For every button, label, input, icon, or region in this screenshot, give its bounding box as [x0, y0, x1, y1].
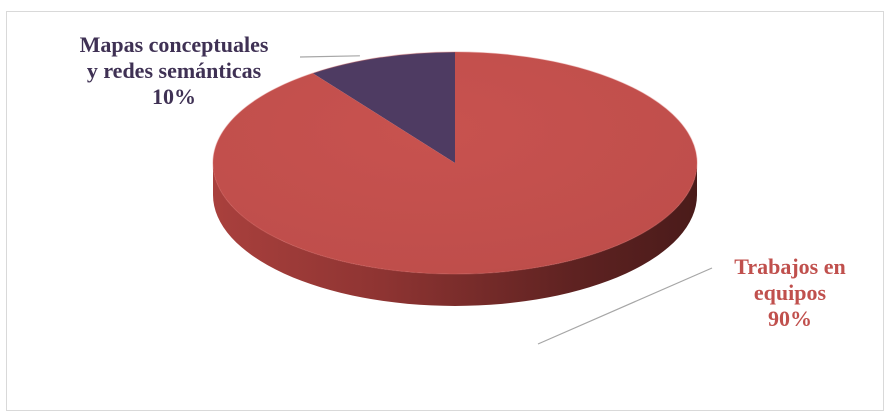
- pie-side-wall: [213, 163, 697, 306]
- slice-percent-label: 90%: [768, 306, 812, 331]
- pie-top-rim: [212, 51, 698, 275]
- leader-line-mapas-conceptuales: [299, 55, 360, 58]
- pie-slice-trabajos-en-equipos: [212, 52, 698, 274]
- slice-label-line: Trabajos en: [734, 254, 846, 279]
- pie-slice-mapas-conceptuales: [312, 52, 455, 163]
- slice-label-mapas-conceptuales: Mapas conceptuales y redes semánticas 10…: [48, 32, 300, 110]
- leader-line-trabajos-en-equipos: [537, 267, 713, 345]
- slice-label-line: equipos: [753, 280, 827, 305]
- slice-label-line: y redes semánticas: [86, 58, 262, 83]
- slice-label-trabajos-en-equipos: Trabajos en equipos 90%: [700, 254, 880, 332]
- slice-label-line: Mapas conceptuales: [79, 32, 269, 57]
- slice-percent-label: 10%: [152, 84, 196, 109]
